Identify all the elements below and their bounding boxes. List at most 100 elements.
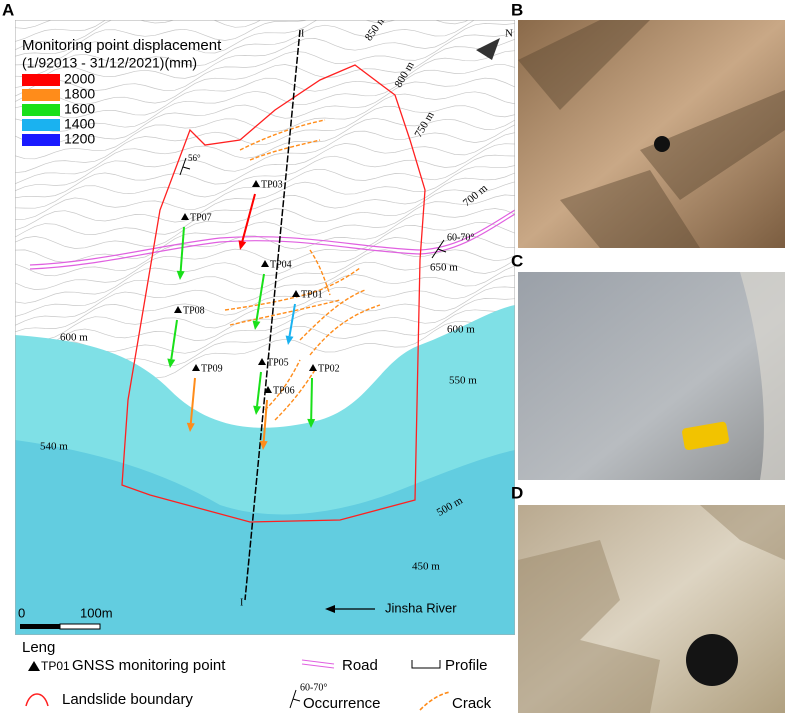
contour-line (15, 143, 515, 209)
contour-line (15, 77, 515, 146)
crack (249, 139, 321, 161)
contour-line (15, 20, 475, 77)
legend-value: 1600 (64, 101, 95, 117)
contour-line (15, 20, 262, 51)
contour-label: 600 m (60, 332, 88, 344)
point-label: TP08 (183, 305, 205, 316)
river-label: Jinsha River (325, 600, 457, 615)
occurrence-label: 60-70° (447, 232, 474, 243)
arrow-head (186, 422, 195, 432)
lens-cap (686, 634, 738, 686)
displacement-arrow (262, 399, 268, 442)
scale-segment (59, 623, 101, 630)
profile-label: I (301, 28, 304, 39)
road (29, 213, 515, 270)
contour-line (15, 154, 515, 221)
monitoring-point (258, 358, 266, 365)
displacement-arrow (179, 226, 185, 272)
arrow-head (285, 335, 294, 345)
legend-title: Monitoring point displacement (22, 37, 222, 54)
monitoring-points: TP03 TP07 TP04 TP01 TP08 TP05 TP02 TP09 TP06 (167, 179, 340, 450)
crack (274, 369, 316, 421)
photos (518, 20, 785, 713)
river-name: Jinsha River (385, 600, 457, 615)
photo-c (518, 272, 785, 480)
legend-period: (1/92013 - 31/12/2021)(mm) (22, 55, 197, 71)
contour-line (15, 259, 515, 326)
arrow-head (307, 418, 316, 428)
cracks (224, 119, 381, 421)
contour-line (15, 38, 515, 105)
monitoring-point (264, 386, 272, 393)
contour-line (15, 172, 515, 238)
displacement-arrow (256, 371, 262, 407)
contour-line (15, 132, 515, 199)
photo-b (518, 20, 785, 248)
displacement-arrow (310, 377, 313, 420)
profile-line (244, 29, 301, 601)
monitoring-point (261, 260, 269, 267)
key-occurrence: Occurrence (303, 695, 381, 712)
contour-label: 600 m (447, 324, 475, 336)
river-deep (15, 440, 515, 635)
key-crack: Crack (452, 695, 492, 712)
scale-label: 100m (80, 605, 113, 620)
displacement-arrow (170, 319, 178, 360)
contour-line (15, 117, 515, 185)
legend-value: 1400 (64, 116, 95, 132)
arrow-head (253, 405, 261, 415)
key-profile: Profile (445, 657, 488, 674)
contour-line (15, 222, 515, 290)
contour-line (15, 249, 515, 317)
crack (229, 299, 341, 326)
contour-line (15, 20, 308, 57)
legend-swatch (22, 119, 60, 131)
point-label: TP06 (273, 385, 295, 396)
crack (309, 304, 381, 356)
legend-swatch (22, 104, 60, 116)
contour-label: 550 m (449, 375, 477, 387)
monitoring-point (309, 364, 317, 371)
displacement-arrow (241, 193, 256, 242)
key-boundary: Landslide boundary (62, 691, 193, 708)
crack (224, 267, 361, 311)
contour-line (15, 50, 515, 119)
lens-cap (654, 136, 670, 152)
arrow-head (252, 320, 261, 330)
scale-segment (20, 624, 60, 629)
north-arrow: N (476, 28, 513, 60)
photo-b-texture (518, 20, 785, 248)
crack (264, 359, 301, 411)
key-road: Road (342, 657, 378, 674)
monitoring-point (192, 364, 200, 371)
legend-swatch (22, 74, 60, 86)
monitoring-point (174, 306, 182, 313)
contour-line (15, 91, 515, 160)
contour-line (15, 124, 515, 192)
contour-line (15, 286, 515, 352)
point-label: TP07 (190, 212, 212, 223)
scale-label: 0 (18, 605, 25, 620)
arrow-head (167, 358, 176, 368)
rangefinder (682, 421, 729, 451)
legend-value: 1200 (64, 131, 95, 147)
monitoring-point (252, 180, 260, 187)
contour-line (15, 181, 515, 249)
occurrence-symbol (179, 157, 191, 176)
contour-line (15, 105, 515, 174)
contour-label: 540 m (40, 441, 68, 453)
legend-swatch (22, 134, 60, 146)
profile-label: I (240, 597, 243, 608)
point-label: TP01 (301, 289, 323, 300)
arrow-head (176, 270, 185, 280)
displacement-arrow (288, 303, 296, 337)
scale-bar: 0 100m (18, 605, 113, 630)
contour-line (15, 235, 515, 304)
contour-line (15, 165, 515, 231)
occurrence-symbol (431, 239, 447, 259)
legend-value: 2000 (64, 71, 95, 87)
monitoring-point (292, 290, 300, 297)
contour-line (15, 64, 515, 133)
key-title: Leng (22, 639, 55, 656)
monitoring-point (181, 213, 189, 220)
